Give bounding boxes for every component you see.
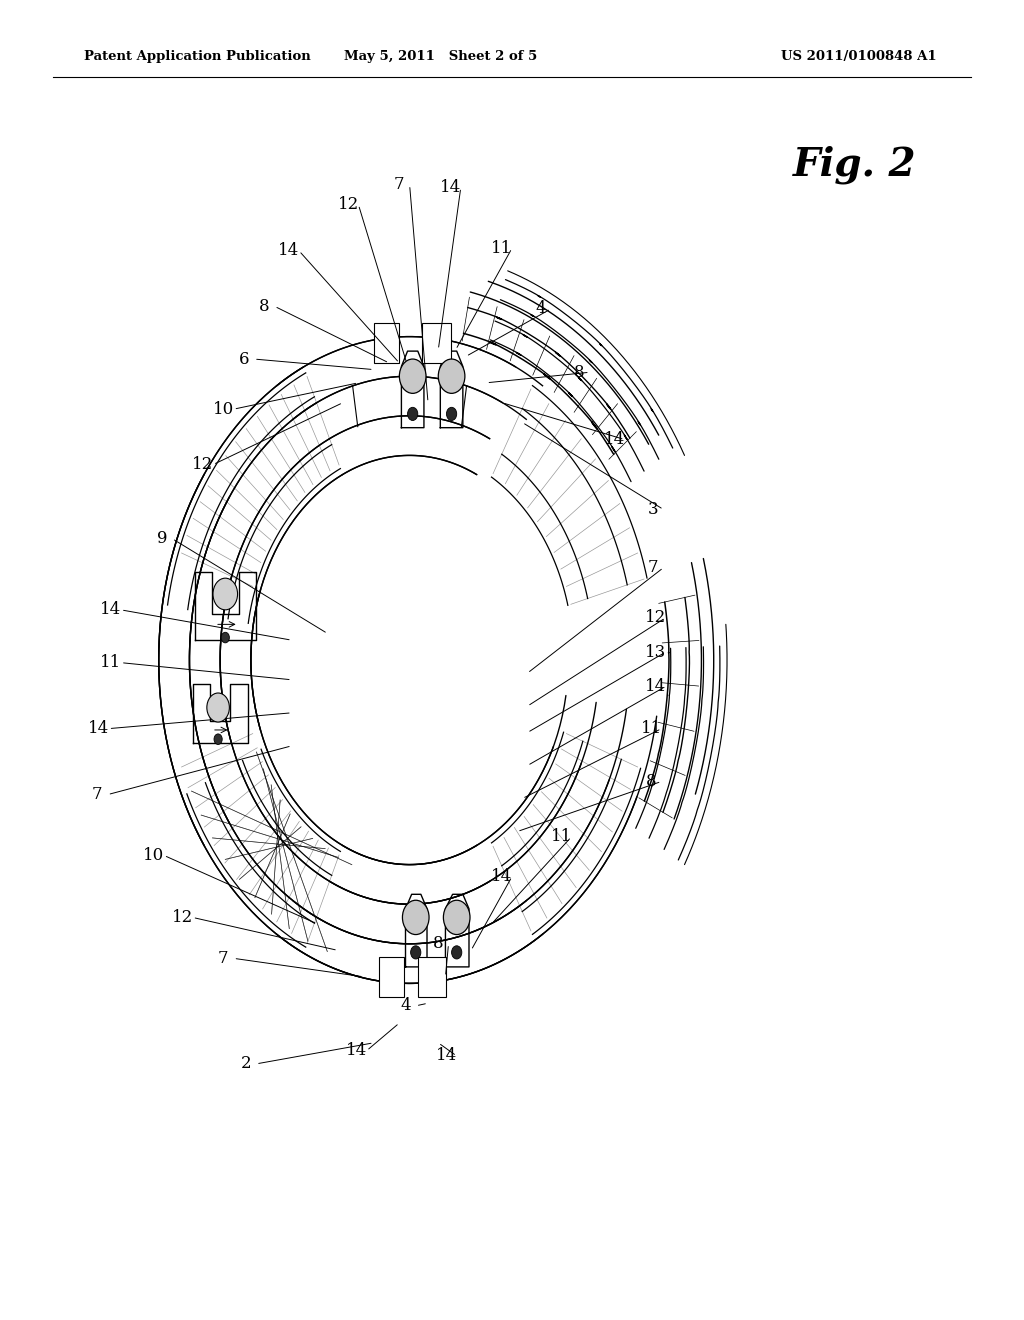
Text: 7: 7 [92, 787, 102, 803]
Text: Fig. 2: Fig. 2 [794, 145, 916, 183]
Text: 4: 4 [536, 301, 546, 317]
Bar [418, 957, 446, 997]
Circle shape [443, 900, 470, 935]
Circle shape [214, 734, 222, 744]
Circle shape [408, 408, 418, 421]
Bar [374, 323, 399, 363]
Circle shape [207, 693, 229, 722]
Text: 11: 11 [551, 829, 571, 845]
Text: 14: 14 [279, 243, 299, 259]
Text: 11: 11 [492, 240, 512, 256]
Text: 7: 7 [394, 177, 404, 193]
Text: Patent Application Publication: Patent Application Publication [84, 50, 310, 63]
Text: 14: 14 [88, 721, 109, 737]
Text: 9: 9 [157, 531, 167, 546]
Circle shape [221, 632, 229, 643]
Text: 14: 14 [604, 432, 625, 447]
Text: 3: 3 [648, 502, 658, 517]
Text: 14: 14 [440, 180, 461, 195]
Circle shape [402, 900, 429, 935]
Text: 14: 14 [645, 678, 666, 694]
Bar [422, 323, 451, 363]
Circle shape [411, 945, 421, 958]
Text: 10: 10 [213, 401, 233, 417]
Text: 12: 12 [172, 909, 193, 925]
Circle shape [438, 359, 465, 393]
Text: 8: 8 [259, 298, 269, 314]
Circle shape [399, 359, 426, 393]
Text: 11: 11 [100, 655, 121, 671]
Circle shape [452, 945, 462, 958]
Text: 7: 7 [648, 560, 658, 576]
Text: 13: 13 [645, 644, 666, 660]
Text: 10: 10 [143, 847, 164, 863]
Text: 8: 8 [433, 936, 443, 952]
Circle shape [213, 578, 238, 610]
Text: 12: 12 [193, 457, 213, 473]
Text: 8: 8 [646, 774, 656, 789]
Text: 12: 12 [645, 610, 666, 626]
Text: 8: 8 [574, 364, 585, 380]
Bar [379, 957, 404, 997]
Text: US 2011/0100848 A1: US 2011/0100848 A1 [781, 50, 937, 63]
Text: 14: 14 [492, 869, 512, 884]
Text: May 5, 2011   Sheet 2 of 5: May 5, 2011 Sheet 2 of 5 [344, 50, 537, 63]
Circle shape [446, 408, 457, 421]
Text: 6: 6 [239, 351, 249, 367]
Text: 2: 2 [241, 1056, 251, 1072]
Text: 14: 14 [346, 1043, 367, 1059]
Text: 7: 7 [218, 950, 228, 966]
Text: 11: 11 [641, 721, 662, 737]
Text: 14: 14 [100, 602, 121, 618]
Text: 12: 12 [338, 197, 358, 213]
Text: 4: 4 [400, 998, 411, 1014]
Text: 14: 14 [436, 1048, 457, 1064]
